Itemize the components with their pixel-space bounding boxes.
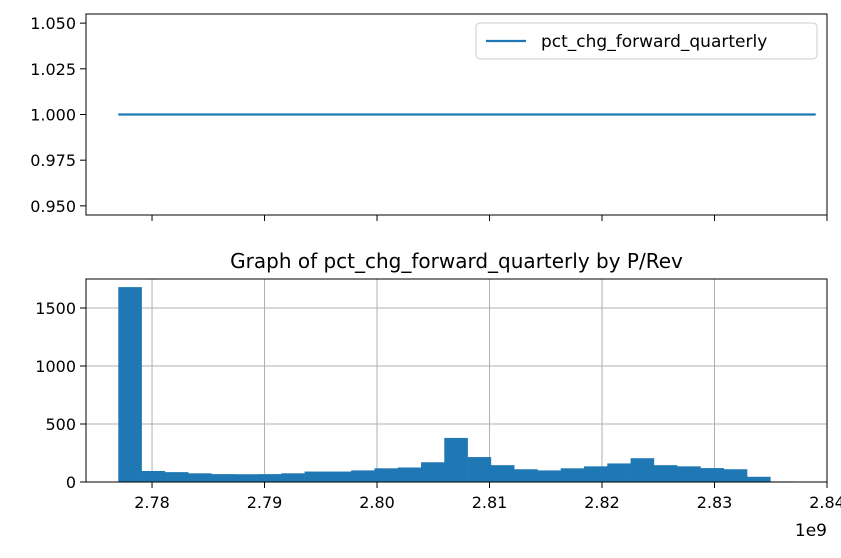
y-tick-label: 1.050 [30, 14, 76, 33]
histogram-bar [258, 474, 282, 482]
top-line-chart: 0.950 0.975 1.000 1.025 1.050 pct_chg_forwar… [30, 14, 827, 221]
x-tick-label: 2.79 [247, 493, 283, 512]
legend: pct_chg_forward_quarterly [476, 23, 817, 59]
histogram-bar [491, 465, 515, 482]
histogram-bar [561, 468, 585, 482]
histogram-bar [211, 474, 235, 482]
y-tick-label: 1.000 [30, 106, 76, 125]
y-tick-label: 1000 [35, 357, 76, 376]
histogram-bar [165, 472, 189, 482]
histogram-bar [747, 477, 771, 482]
histogram-bar [677, 466, 701, 482]
y-tick-label: 1.025 [30, 60, 76, 79]
histogram-bar [235, 474, 259, 482]
histogram-bar [142, 471, 166, 482]
x-tick-label: 2.80 [359, 493, 395, 512]
x-tick-label: 2.81 [472, 493, 508, 512]
x-tick-label: 2.82 [584, 493, 620, 512]
x-tick-label: 2.83 [697, 493, 733, 512]
x-offset-label: 1e9 [795, 521, 827, 541]
histogram-bar [281, 473, 305, 482]
x-tick-label: 2.84 [809, 493, 841, 512]
histogram-bar [468, 457, 492, 482]
histogram-bar [188, 473, 212, 482]
y-tick-label: 1500 [35, 299, 76, 318]
histogram-bar [631, 458, 655, 482]
histogram-bar [514, 469, 538, 482]
y-tick-label: 0.975 [30, 151, 76, 170]
histogram-bar [607, 463, 631, 482]
bottom-histogram: Graph of pct_chg_forward_quarterly by P/… [35, 249, 841, 541]
histogram-bar [328, 472, 352, 482]
y-tick-label: 0.950 [30, 197, 76, 216]
histogram-bar [700, 468, 724, 482]
histogram-bar [654, 465, 678, 482]
histogram-bar [118, 287, 142, 482]
y-tick-label: 0 [66, 473, 76, 492]
legend-label: pct_chg_forward_quarterly [541, 32, 767, 52]
x-tick-label: 2.78 [134, 493, 170, 512]
y-tick-label: 500 [45, 415, 76, 434]
histogram-bar [398, 468, 422, 483]
histogram-bar [351, 470, 375, 482]
histogram-bar [584, 466, 608, 482]
histogram-bar [305, 472, 329, 482]
histogram-bar [537, 470, 561, 482]
chart-title: Graph of pct_chg_forward_quarterly by P/… [230, 249, 683, 273]
histogram-bar [374, 468, 398, 482]
histogram-bar [724, 469, 748, 482]
histogram-bar [421, 462, 445, 482]
histogram-bar [444, 438, 468, 482]
